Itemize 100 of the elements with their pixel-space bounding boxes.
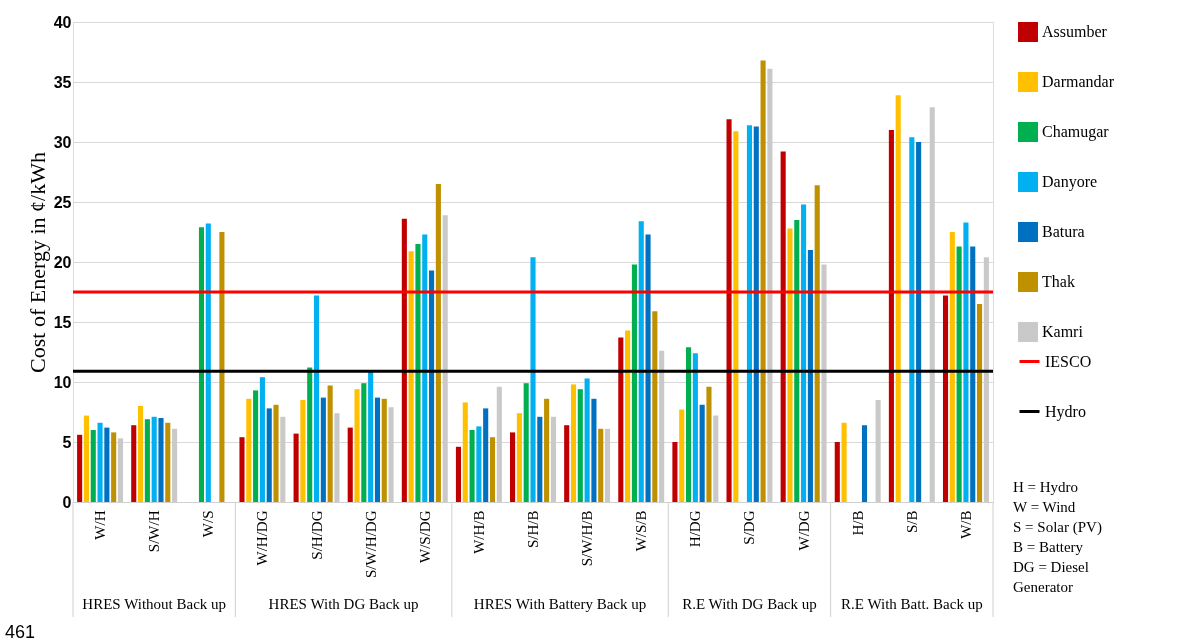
y-tick-label: 10 — [53, 373, 72, 391]
bar — [746, 125, 753, 502]
bar — [895, 95, 901, 502]
legend-label: Darmandar — [1042, 73, 1115, 90]
x-tick-label: S/W/H — [146, 510, 163, 553]
bar — [726, 119, 732, 502]
bar — [530, 257, 536, 502]
bar — [537, 416, 543, 502]
legend-label: Thak — [1042, 273, 1075, 290]
bar — [685, 347, 692, 502]
bar — [760, 60, 766, 502]
bar — [253, 390, 259, 502]
x-tick-label: W/DG — [795, 510, 812, 551]
bar — [814, 185, 820, 502]
y-tick-label: 20 — [53, 253, 72, 271]
bar — [570, 384, 577, 502]
bar — [401, 218, 407, 502]
bar — [374, 397, 381, 502]
bar — [645, 234, 651, 502]
bar — [916, 142, 922, 502]
bar — [273, 404, 279, 502]
bar — [327, 385, 333, 502]
bar — [97, 422, 103, 502]
bar — [300, 400, 306, 502]
bar — [158, 418, 164, 502]
x-tick-label: S/W/H/B — [579, 510, 596, 567]
bar — [584, 378, 590, 502]
bar — [111, 432, 117, 502]
legend-label: Kamri — [1042, 323, 1084, 340]
text: 461 — [5, 622, 36, 638]
bar — [544, 398, 550, 502]
text: HRES With DG Back up — [268, 596, 419, 612]
x-tick-label: W/S — [200, 510, 217, 538]
bar — [956, 246, 962, 502]
bar — [523, 383, 529, 502]
bar — [787, 228, 793, 502]
x-tick-label: W/S/DG — [416, 510, 433, 563]
bar — [104, 427, 110, 502]
bar — [942, 295, 949, 502]
bar — [888, 130, 894, 502]
bar — [259, 377, 265, 502]
bar — [794, 220, 800, 502]
bar — [489, 437, 496, 502]
bar — [706, 386, 712, 502]
bar — [598, 428, 604, 502]
text: R.E With Batt. Back up — [841, 596, 983, 612]
bar — [422, 234, 428, 502]
y-tick-label: 15 — [53, 313, 72, 331]
bar — [476, 426, 482, 502]
legend-label: Hydro — [1045, 402, 1086, 421]
bar — [564, 425, 570, 502]
bar — [198, 227, 205, 502]
bar — [90, 430, 96, 502]
bar — [144, 419, 150, 502]
x-tick-label: W/H — [92, 510, 109, 540]
bar — [462, 402, 468, 502]
bar — [435, 184, 441, 502]
bar — [909, 137, 915, 502]
bar — [699, 404, 705, 502]
bar — [807, 250, 813, 502]
bar — [625, 330, 631, 502]
bar — [652, 311, 658, 502]
bar — [469, 430, 475, 502]
bar — [733, 131, 739, 502]
y-tick-label: 30 — [53, 133, 72, 151]
bar — [841, 422, 847, 502]
bar — [415, 244, 421, 502]
bar — [307, 367, 313, 502]
x-tick-label: S/H/B — [525, 510, 541, 549]
bar — [347, 427, 353, 502]
x-tick-label: W/S/B — [633, 510, 650, 552]
bar — [692, 353, 698, 502]
y-tick-label: 35 — [53, 73, 72, 91]
bar — [151, 416, 157, 502]
bar — [577, 389, 583, 502]
y-tick-label: 5 — [62, 433, 72, 451]
x-tick-label: S/H/DG — [308, 510, 325, 560]
bar — [970, 246, 976, 502]
text: HRES With Battery Back up — [473, 596, 647, 612]
bar — [801, 204, 807, 502]
legend-label: Assumber — [1042, 23, 1108, 40]
bar — [861, 425, 868, 502]
x-tick-label: S/W/H/DG — [362, 510, 379, 578]
bar — [618, 337, 624, 502]
bar — [320, 397, 326, 502]
y-tick-label: 25 — [53, 193, 72, 211]
x-tick-label: W/B — [957, 510, 974, 539]
bar — [266, 408, 272, 502]
x-tick-label: S/B — [903, 510, 920, 534]
bar — [165, 422, 171, 502]
bar — [516, 413, 522, 502]
bar — [83, 415, 89, 502]
bar — [834, 442, 840, 502]
bar — [672, 442, 678, 502]
bar — [381, 398, 387, 502]
bar — [408, 251, 414, 502]
y-tick-label: 0 — [62, 493, 72, 511]
legend-label: IESCO — [1045, 352, 1092, 370]
bar — [131, 425, 137, 502]
bar — [631, 264, 637, 502]
